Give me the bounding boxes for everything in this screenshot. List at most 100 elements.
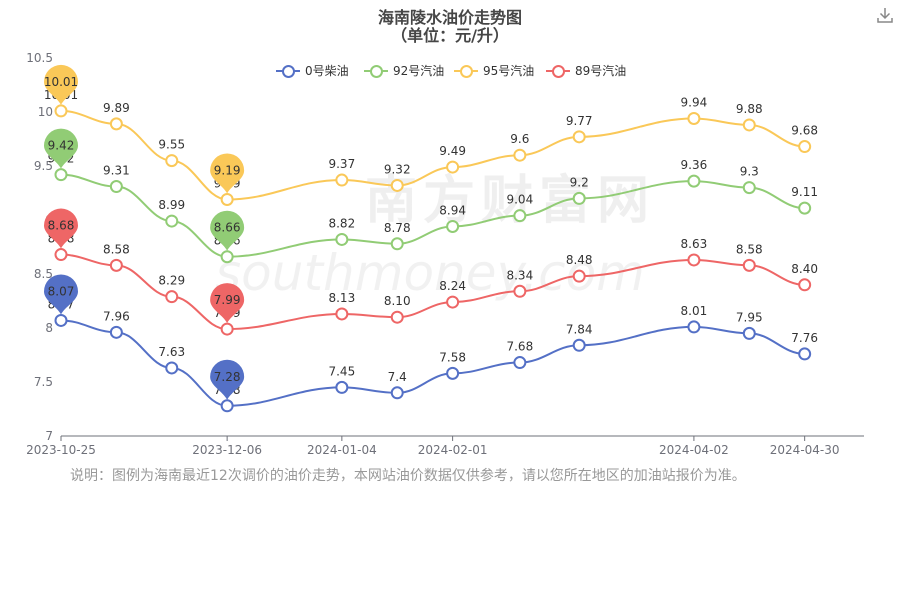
- data-label: 8.29: [158, 274, 185, 288]
- legend-item[interactable]: 89号汽油: [546, 62, 626, 79]
- data-point: [335, 307, 349, 321]
- x-tick-label: 2023-12-06: [192, 443, 262, 457]
- max-pin-shape: [44, 274, 78, 315]
- data-label: 9.04: [506, 193, 533, 207]
- max-pin: 8.07: [44, 274, 78, 315]
- legend-item[interactable]: 0号柴油: [276, 62, 349, 79]
- y-tick-label: 8.5: [34, 267, 53, 281]
- data-label: 8.10: [384, 294, 411, 308]
- x-tick-label: 2024-02-01: [418, 443, 488, 457]
- data-label: 8.99: [158, 198, 185, 212]
- min-pin-label: 7.99: [214, 293, 241, 307]
- data-point: [165, 214, 179, 228]
- data-label: 9.55: [158, 138, 185, 152]
- legend-label: 95号汽油: [483, 64, 535, 78]
- data-label: 8.48: [566, 253, 593, 267]
- footnote: 说明：图例为海南最近12次调价的油价走势，本网站油价数据仅供参考，请以您所在地区…: [70, 468, 746, 484]
- data-point: [798, 278, 812, 292]
- data-point: [335, 232, 349, 246]
- data-label: 7.4: [388, 370, 407, 384]
- data-label: 9.2: [570, 175, 589, 189]
- data-label: 7.96: [103, 309, 130, 323]
- data-point: [390, 237, 404, 251]
- min-pin-shape: [210, 283, 245, 324]
- data-point: [446, 366, 460, 380]
- x-tick-label: 2024-01-04: [307, 443, 377, 457]
- data-label: 9.3: [740, 165, 759, 179]
- data-point: [742, 181, 756, 195]
- data-point: [798, 347, 812, 361]
- chart-title: 海南陵水油价走势图: [377, 8, 522, 27]
- y-tick-label: 7: [45, 429, 53, 443]
- data-point: [572, 191, 586, 205]
- min-pin: 8.66: [210, 210, 245, 251]
- min-pin-shape: [210, 153, 245, 194]
- min-pin: 7.28: [210, 359, 245, 400]
- data-label: 8.34: [506, 268, 533, 282]
- legend-swatch: [454, 64, 478, 78]
- download-icon[interactable]: [876, 6, 894, 24]
- legend-label: 89号汽油: [575, 64, 627, 78]
- data-label: 8.63: [681, 237, 708, 251]
- data-point: [742, 326, 756, 340]
- data-point: [513, 148, 527, 162]
- max-pin-shape: [44, 128, 78, 169]
- data-label: 7.95: [736, 310, 763, 324]
- legend: 0号柴油 92号汽油 95号汽油 89号汽油: [0, 62, 900, 82]
- data-point: [572, 338, 586, 352]
- data-label: 9.77: [566, 114, 593, 128]
- data-point: [54, 168, 68, 182]
- max-pin: 8.68: [44, 208, 78, 249]
- data-point: [220, 322, 234, 336]
- data-point: [109, 117, 123, 131]
- max-pin: 10.01: [44, 64, 78, 105]
- y-tick-label: 8: [45, 321, 53, 335]
- data-point: [513, 209, 527, 223]
- data-point: [798, 140, 812, 154]
- legend-item[interactable]: 95号汽油: [454, 62, 534, 79]
- max-pin-shape: [44, 208, 78, 249]
- data-point: [742, 258, 756, 272]
- x-tick-label: 2024-04-02: [659, 443, 729, 457]
- legend-label: 92号汽油: [393, 64, 445, 78]
- data-label: 7.63: [158, 345, 185, 359]
- data-label: 9.89: [103, 101, 130, 115]
- x-tick-label: 2023-10-25: [26, 443, 96, 457]
- data-point: [220, 192, 234, 206]
- chart-subtitle: （单位：元/升）: [391, 26, 509, 45]
- data-label: 9.6: [510, 132, 529, 146]
- data-label: 7.84: [566, 322, 593, 336]
- min-pin-label: 7.28: [214, 370, 241, 384]
- data-point: [220, 399, 234, 413]
- y-tick-label: 7.5: [34, 375, 53, 389]
- data-point: [513, 284, 527, 298]
- data-point: [687, 174, 701, 188]
- legend-swatch: [546, 64, 570, 78]
- data-point: [165, 154, 179, 168]
- data-label: 7.68: [506, 340, 533, 354]
- min-pin-label: 9.19: [214, 163, 241, 177]
- data-label: 8.40: [791, 262, 818, 276]
- min-pin-shape: [210, 210, 245, 251]
- data-label: 9.11: [791, 185, 818, 199]
- legend-swatch: [276, 64, 300, 78]
- y-tick-label: 9.5: [34, 159, 53, 173]
- data-label: 9.88: [736, 102, 763, 116]
- data-point: [390, 386, 404, 400]
- data-point: [446, 219, 460, 233]
- data-point: [572, 269, 586, 283]
- data-point: [165, 361, 179, 375]
- data-label: 8.58: [736, 242, 763, 256]
- data-label: 8.78: [384, 221, 411, 235]
- max-pin-label: 8.07: [48, 284, 75, 298]
- data-point: [390, 178, 404, 192]
- min-pin: 7.99: [210, 283, 245, 324]
- data-point: [687, 253, 701, 267]
- legend-item[interactable]: 92号汽油: [364, 62, 444, 79]
- x-tick-label: 2024-04-30: [770, 443, 840, 457]
- data-point: [335, 380, 349, 394]
- data-label: 7.58: [439, 350, 466, 364]
- data-label: 9.94: [681, 95, 708, 109]
- watermark-cn: 南方财富网: [365, 171, 655, 231]
- data-point: [513, 356, 527, 370]
